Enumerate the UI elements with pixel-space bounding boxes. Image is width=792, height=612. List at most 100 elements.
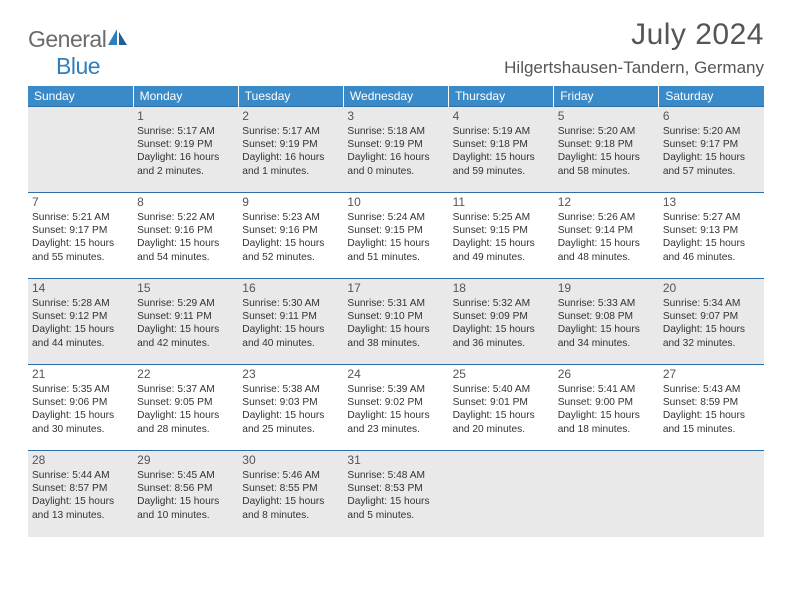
day-number: 3 [347,109,444,124]
location: Hilgertshausen-Tandern, Germany [504,58,764,78]
daylight-line: Daylight: 15 hours and 46 minutes. [663,237,760,263]
day-number: 26 [558,367,655,382]
sunrise-line: Sunrise: 5:40 AM [453,383,550,396]
calendar-day-cell: 23Sunrise: 5:38 AMSunset: 9:03 PMDayligh… [238,365,343,451]
sunset-line: Sunset: 9:10 PM [347,310,444,323]
sunset-line: Sunset: 8:53 PM [347,482,444,495]
daylight-line: Daylight: 15 hours and 59 minutes. [453,151,550,177]
calendar-day-cell: 13Sunrise: 5:27 AMSunset: 9:13 PMDayligh… [659,193,764,279]
daylight-line: Daylight: 15 hours and 20 minutes. [453,409,550,435]
day-number: 1 [137,109,234,124]
daylight-line: Daylight: 15 hours and 51 minutes. [347,237,444,263]
logo-word-1: General [28,26,106,52]
calendar-body: 1 Sunrise: 5:17 AM Sunset: 9:19 PM Daylight… [28,107,764,537]
daylight-line: Daylight: 15 hours and 28 minutes. [137,409,234,435]
sunrise-line: Sunrise: 5:26 AM [558,211,655,224]
sunset-line: Sunset: 9:00 PM [558,396,655,409]
calendar-week-row: 7Sunrise: 5:21 AMSunset: 9:17 PMDaylight… [28,193,764,279]
sunset-line: Sunset: 9:15 PM [347,224,444,237]
calendar-day-cell: 24Sunrise: 5:39 AMSunset: 9:02 PMDayligh… [343,365,448,451]
daylight-line: Daylight: 15 hours and 48 minutes. [558,237,655,263]
sunset-line: Sunset: 9:02 PM [347,396,444,409]
sunrise-line: Sunrise: 5:20 AM [558,125,655,138]
sunrise-line: Sunrise: 5:34 AM [663,297,760,310]
sunrise-line: Sunrise: 5:24 AM [347,211,444,224]
calendar-day-cell [659,451,764,537]
sunset-line: Sunset: 8:56 PM [137,482,234,495]
sunrise-line: Sunrise: 5:39 AM [347,383,444,396]
day-number: 17 [347,281,444,296]
sunrise-line: Sunrise: 5:30 AM [242,297,339,310]
calendar-day-cell: 3Sunrise: 5:18 AMSunset: 9:19 PMDaylight… [343,107,448,193]
sunrise-line: Sunrise: 5:46 AM [242,469,339,482]
calendar-day-cell: 12Sunrise: 5:26 AMSunset: 9:14 PMDayligh… [554,193,659,279]
day-number: 24 [347,367,444,382]
sunset-line: Sunset: 9:16 PM [137,224,234,237]
sunrise-line: Sunrise: 5:43 AM [663,383,760,396]
calendar-day-cell: 22Sunrise: 5:37 AMSunset: 9:05 PMDayligh… [133,365,238,451]
sunset-line: Sunset: 8:57 PM [32,482,129,495]
weekday-header: Saturday [659,86,764,107]
sunset-line: Sunset: 9:18 PM [453,138,550,151]
day-number: 30 [242,453,339,468]
daylight-line: Daylight: 15 hours and 42 minutes. [137,323,234,349]
day-number: 16 [242,281,339,296]
daylight-line: Daylight: 15 hours and 18 minutes. [558,409,655,435]
sunrise-line: Sunrise: 5:17 AM [242,125,339,138]
day-number: 7 [32,195,129,210]
day-number: 5 [558,109,655,124]
daylight-line: Daylight: 15 hours and 49 minutes. [453,237,550,263]
daylight-line: Daylight: 15 hours and 52 minutes. [242,237,339,263]
daylight-line: Daylight: 15 hours and 57 minutes. [663,151,760,177]
logo: General Blue [28,18,128,80]
daylight-line: Daylight: 16 hours and 1 minutes. [242,151,339,177]
weekday-header: Monday [133,86,238,107]
day-number: 23 [242,367,339,382]
daylight-line: Daylight: 15 hours and 36 minutes. [453,323,550,349]
calendar-day-cell [554,451,659,537]
sunrise-line: Sunrise: 5:35 AM [32,383,129,396]
calendar-day-cell: 5Sunrise: 5:20 AMSunset: 9:18 PMDaylight… [554,107,659,193]
day-number: 19 [558,281,655,296]
sunset-line: Sunset: 9:12 PM [32,310,129,323]
weekday-header: Sunday [28,86,133,107]
daylight-line: Daylight: 15 hours and 15 minutes. [663,409,760,435]
sunrise-line: Sunrise: 5:23 AM [242,211,339,224]
sail-icon [108,24,128,51]
sunset-line: Sunset: 9:06 PM [32,396,129,409]
sunset-line: Sunset: 9:14 PM [558,224,655,237]
daylight-line: Daylight: 15 hours and 40 minutes. [242,323,339,349]
calendar-day-cell: 17Sunrise: 5:31 AMSunset: 9:10 PMDayligh… [343,279,448,365]
calendar-day-cell: 8Sunrise: 5:22 AMSunset: 9:16 PMDaylight… [133,193,238,279]
sunset-line: Sunset: 9:16 PM [242,224,339,237]
calendar-day-cell: 18Sunrise: 5:32 AMSunset: 9:09 PMDayligh… [449,279,554,365]
calendar-day-cell: 6Sunrise: 5:20 AMSunset: 9:17 PMDaylight… [659,107,764,193]
sunset-line: Sunset: 9:13 PM [663,224,760,237]
calendar-day-cell: 2Sunrise: 5:17 AMSunset: 9:19 PMDaylight… [238,107,343,193]
sunrise-line: Sunrise: 5:45 AM [137,469,234,482]
day-number: 6 [663,109,760,124]
sunset-line: Sunset: 9:07 PM [663,310,760,323]
calendar-day-cell: 15Sunrise: 5:29 AMSunset: 9:11 PMDayligh… [133,279,238,365]
day-number: 13 [663,195,760,210]
weekday-header: Wednesday [343,86,448,107]
calendar-day-cell: 26Sunrise: 5:41 AMSunset: 9:00 PMDayligh… [554,365,659,451]
sunset-line: Sunset: 8:59 PM [663,396,760,409]
sunset-line: Sunset: 9:17 PM [663,138,760,151]
calendar-day-cell: 1Sunrise: 5:17 AMSunset: 9:19 PMDaylight… [133,107,238,193]
weekday-header: Thursday [449,86,554,107]
month-title: July 2024 [504,18,764,52]
title-block: July 2024 Hilgertshausen-Tandern, German… [504,18,764,78]
calendar-header-row: SundayMondayTuesdayWednesdayThursdayFrid… [28,86,764,107]
sunset-line: Sunset: 8:55 PM [242,482,339,495]
sunrise-line: Sunrise: 5:37 AM [137,383,234,396]
day-number: 20 [663,281,760,296]
day-number: 12 [558,195,655,210]
sunrise-line: Sunrise: 5:41 AM [558,383,655,396]
sunset-line: Sunset: 9:19 PM [137,138,234,151]
calendar-day-cell: 9Sunrise: 5:23 AMSunset: 9:16 PMDaylight… [238,193,343,279]
sunrise-line: Sunrise: 5:28 AM [32,297,129,310]
weekday-header: Friday [554,86,659,107]
calendar-week-row: 14Sunrise: 5:28 AMSunset: 9:12 PMDayligh… [28,279,764,365]
daylight-line: Daylight: 15 hours and 55 minutes. [32,237,129,263]
